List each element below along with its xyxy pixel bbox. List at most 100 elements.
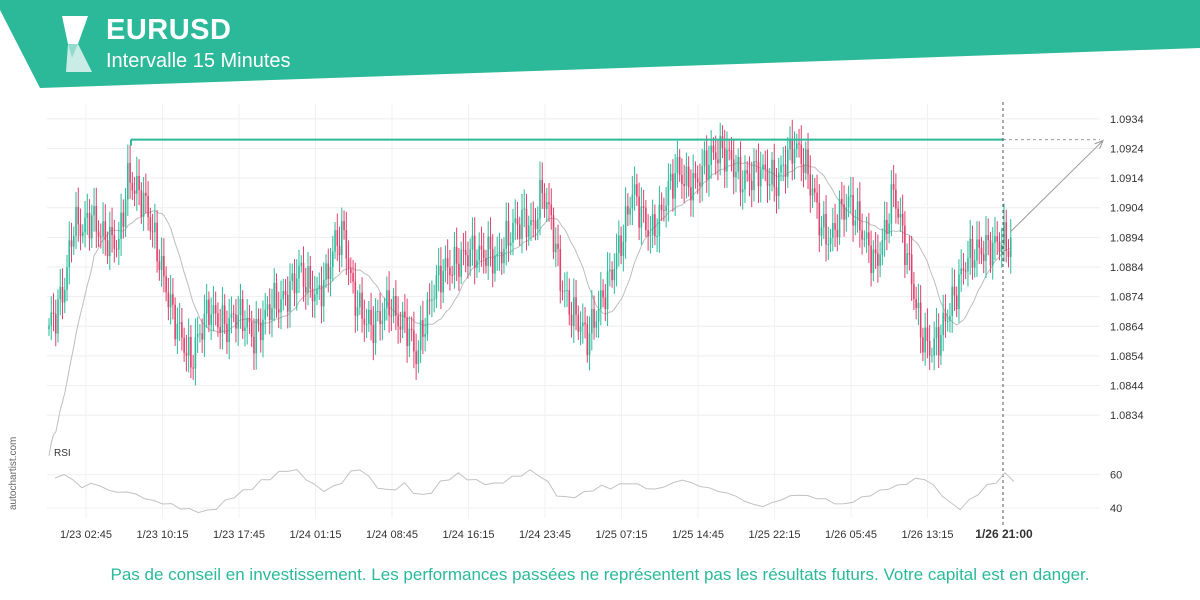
candle-body (795, 143, 798, 149)
candle (284, 279, 287, 306)
candle-body (401, 311, 404, 330)
candle-body (440, 265, 442, 293)
candle (836, 214, 839, 252)
candle-body (178, 322, 181, 324)
candle-body (365, 323, 368, 325)
candle-body (142, 192, 145, 217)
candle (645, 200, 647, 238)
time-tick-label: 1/26 05:45 (825, 529, 877, 541)
candle-body (559, 248, 562, 291)
candle-body (327, 263, 330, 280)
candle (958, 259, 960, 323)
candle-body (741, 189, 744, 193)
candle-body (386, 290, 388, 309)
candle-body (775, 187, 778, 197)
candle-body (825, 214, 827, 245)
candle (381, 302, 384, 341)
candle-body (944, 312, 947, 322)
candle-body (102, 221, 104, 237)
candle (325, 254, 327, 289)
candle (640, 187, 643, 245)
candle-body (563, 290, 566, 292)
candle (192, 354, 194, 380)
price-tick-label: 1.0914 (1110, 173, 1144, 185)
candle-body (395, 296, 397, 316)
candle (469, 238, 471, 277)
rsi-tick-label: 40 (1110, 503, 1122, 515)
candle (163, 238, 165, 293)
candle-body (291, 273, 294, 282)
candle-body (478, 245, 480, 261)
candle-body (455, 246, 458, 264)
candle (793, 131, 796, 180)
candle (541, 162, 544, 209)
candle-body (910, 254, 913, 285)
candle (838, 190, 841, 245)
candle-body (341, 221, 343, 256)
candle-body (1005, 222, 1008, 251)
candle (597, 290, 600, 338)
candle-body (843, 204, 845, 220)
candle (710, 130, 712, 179)
candle-body (127, 162, 129, 200)
candle (622, 224, 625, 272)
candle (545, 187, 548, 222)
candle (68, 221, 71, 285)
candle-body (746, 170, 749, 174)
candle (86, 193, 89, 235)
candle-body (793, 148, 796, 164)
candle (683, 164, 685, 204)
candle (915, 286, 917, 320)
candle-body (93, 206, 95, 216)
candle-body (798, 143, 800, 145)
candle (985, 216, 987, 279)
candle-body (347, 258, 350, 269)
candle (431, 280, 433, 318)
candle (629, 196, 631, 225)
candle (764, 150, 767, 182)
candle (127, 144, 129, 216)
candle (802, 148, 805, 188)
candle-body (57, 299, 59, 334)
candle-body (210, 314, 212, 325)
candle-body (187, 336, 190, 356)
candle (286, 276, 289, 329)
candle-body (444, 258, 447, 271)
candle (870, 230, 872, 287)
candle (872, 240, 875, 282)
candle-body (300, 262, 303, 266)
candle-body (383, 308, 386, 321)
candle-body (712, 145, 715, 153)
candle-body (827, 243, 830, 245)
candle-body (823, 214, 825, 228)
candle-body (572, 297, 575, 327)
candle-body (604, 297, 607, 309)
candle (509, 232, 512, 256)
candle (919, 285, 922, 354)
candle (678, 149, 681, 182)
candle-body (863, 238, 866, 240)
candle-body (719, 136, 721, 164)
time-tick-label: 1/23 17:45 (213, 529, 265, 541)
candle-body (381, 320, 384, 325)
candle-body (978, 239, 981, 248)
candle-body (50, 312, 53, 326)
candle-body (640, 206, 643, 228)
candle (654, 204, 656, 246)
candle (336, 213, 339, 261)
candle-body (683, 183, 685, 186)
candle (295, 259, 298, 311)
candle (446, 239, 449, 285)
candle-body (809, 174, 812, 196)
candle-body (174, 304, 176, 340)
candle-body (496, 253, 499, 256)
candle-body (406, 317, 408, 346)
time-tick-label: 1/25 22:15 (749, 529, 801, 541)
candle (960, 249, 962, 292)
candle-body (753, 161, 755, 191)
candle (106, 231, 109, 264)
candle-body (322, 279, 325, 307)
candle-body (190, 336, 192, 368)
candle (485, 249, 487, 274)
candle-body (897, 208, 899, 218)
